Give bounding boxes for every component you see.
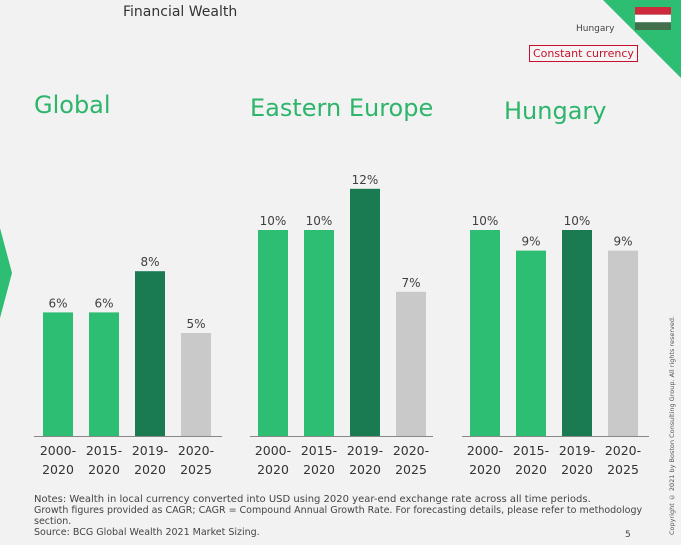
bar-value-label: 6% — [94, 296, 113, 310]
x-tick-label: 2015- — [86, 443, 122, 458]
bar — [304, 230, 334, 436]
chart-title-hungary: Hungary — [504, 97, 607, 125]
x-tick-label: 2019- — [559, 443, 595, 458]
x-tick-label: 2020- — [178, 443, 214, 458]
x-tick-label: 2000- — [255, 443, 291, 458]
bar — [181, 333, 211, 436]
x-tick-label: 2025 — [180, 462, 212, 477]
bar-value-label: 5% — [186, 317, 205, 331]
bar — [258, 230, 288, 436]
page-title: Financial Wealth — [123, 4, 238, 20]
footnotes: Notes: Wealth in local currency converte… — [34, 494, 644, 538]
country-label: Hungary — [576, 24, 615, 34]
bar — [89, 312, 119, 436]
bar-value-label: 7% — [401, 276, 420, 290]
chart-title-global: Global — [34, 91, 111, 119]
x-tick-label: 2020 — [561, 462, 593, 477]
x-tick-label: 2000- — [40, 443, 76, 458]
bar — [516, 250, 546, 436]
bar-value-label: 12% — [352, 173, 379, 187]
bar — [135, 271, 165, 436]
bar-value-label: 9% — [521, 235, 540, 249]
x-tick-label: 2020- — [605, 443, 641, 458]
bar-value-label: 9% — [613, 235, 632, 249]
hungary-flag-icon — [635, 7, 671, 30]
growth-text: Growth figures provided as CAGR; CAGR = … — [34, 505, 643, 527]
x-tick-label: 2020 — [303, 462, 335, 477]
copyright: Copyright © 2021 by Boston Consulting Gr… — [668, 315, 676, 535]
x-tick-label: 2020 — [88, 462, 120, 477]
bar-value-label: 10% — [260, 214, 287, 228]
x-tick-label: 2020 — [42, 462, 74, 477]
x-tick-label: 2019- — [347, 443, 383, 458]
left-arrow-tab — [0, 228, 12, 318]
bar-value-label: 10% — [564, 214, 591, 228]
bar — [562, 230, 592, 436]
bar — [350, 188, 380, 436]
x-tick-label: 2020 — [257, 462, 289, 477]
notes-text: Notes: Wealth in local currency converte… — [34, 494, 591, 505]
x-tick-label: 2020 — [349, 462, 381, 477]
x-tick-label: 2020 — [134, 462, 166, 477]
x-tick-label: 2019- — [132, 443, 168, 458]
currency-badge: Constant currency — [529, 45, 638, 62]
bar — [43, 312, 73, 436]
bar-value-label: 8% — [140, 255, 159, 269]
page-number: 5 — [625, 530, 631, 540]
source-text: Source: BCG Global Wealth 2021 Market Si… — [34, 527, 260, 538]
x-tick-label: 2015- — [513, 443, 549, 458]
x-tick-label: 2020- — [393, 443, 429, 458]
x-tick-label: 2020 — [515, 462, 547, 477]
bar — [470, 230, 500, 436]
x-tick-label: 2025 — [395, 462, 427, 477]
bar-value-label: 10% — [472, 214, 499, 228]
bar — [396, 291, 426, 436]
bar — [608, 250, 638, 436]
x-tick-label: 2020 — [469, 462, 501, 477]
bar-value-label: 10% — [306, 214, 333, 228]
chart-title-eastern-europe: Eastern Europe — [250, 94, 434, 122]
x-tick-label: 2000- — [467, 443, 503, 458]
x-tick-label: 2025 — [607, 462, 639, 477]
x-tick-label: 2015- — [301, 443, 337, 458]
bar-value-label: 6% — [48, 296, 67, 310]
